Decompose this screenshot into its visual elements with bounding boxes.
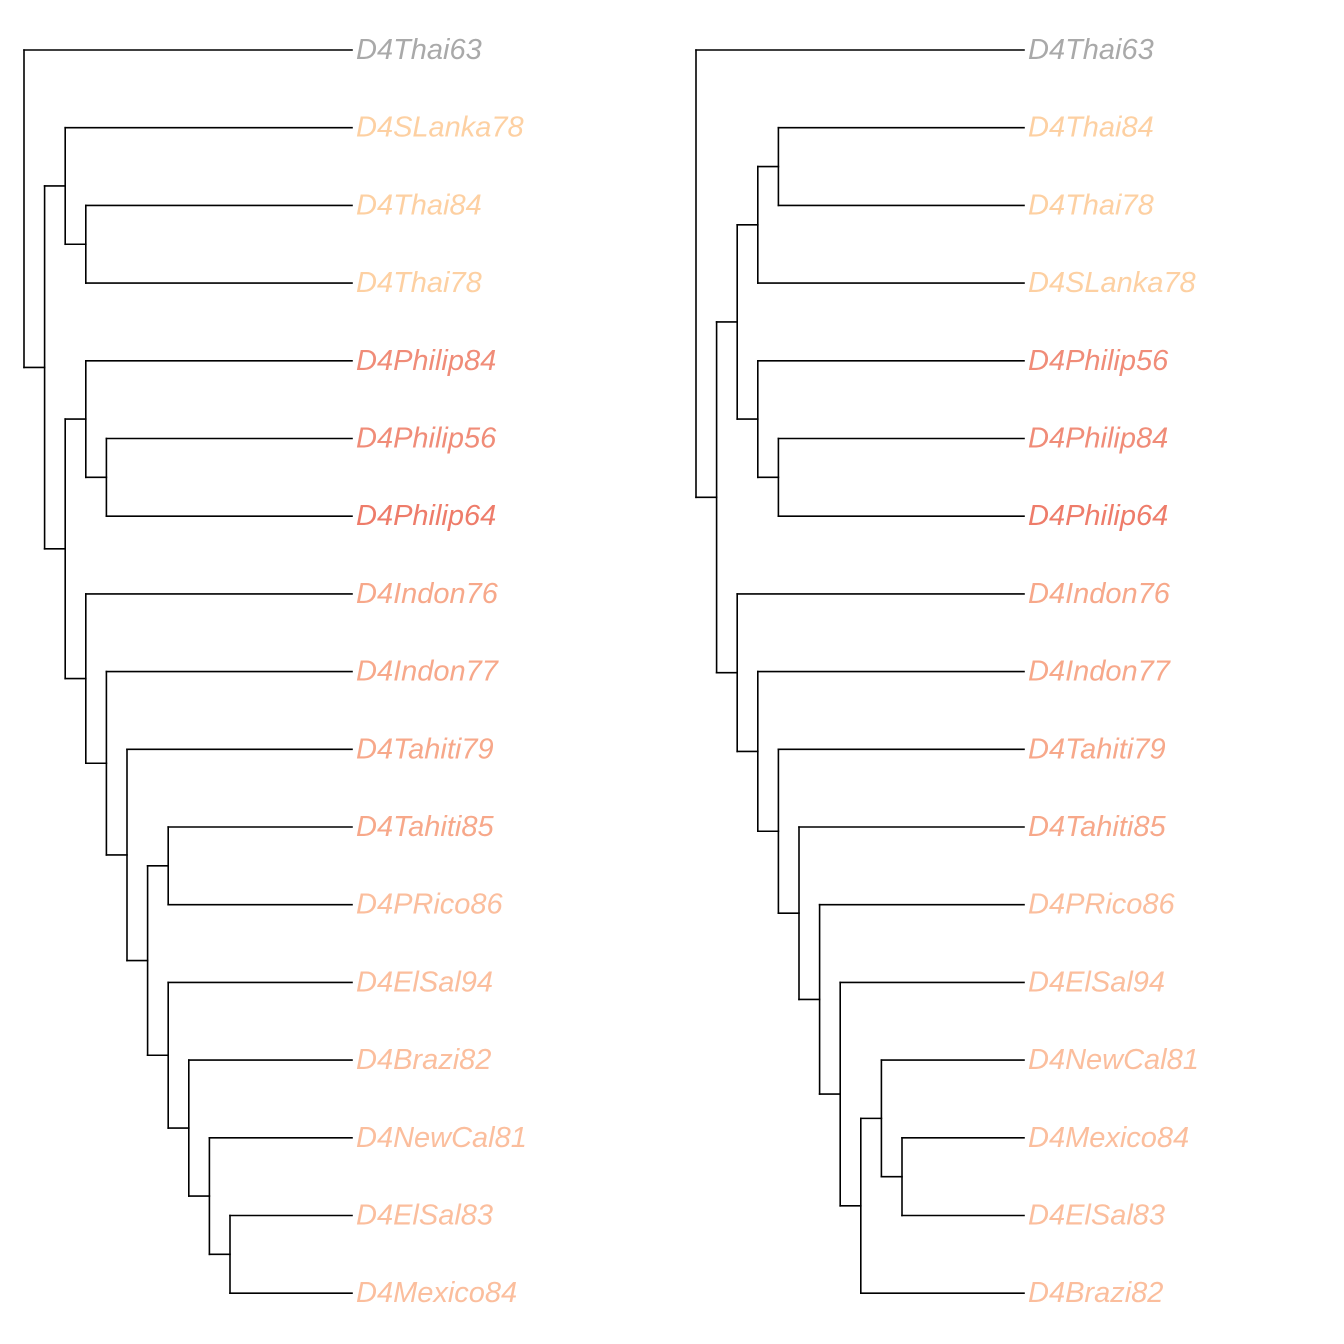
tip-label-d4tahiti79: D4Tahiti79 bbox=[356, 733, 494, 765]
tip-label-d4elsal83: D4ElSal83 bbox=[356, 1200, 493, 1232]
tip-label-d4elsal83: D4ElSal83 bbox=[1028, 1200, 1165, 1232]
tip-label-d4thai63: D4Thai63 bbox=[356, 34, 482, 66]
tip-label-d4thai63: D4Thai63 bbox=[1028, 34, 1154, 66]
tip-label-d4philip84: D4Philip84 bbox=[356, 345, 496, 377]
tip-label-d4elsal94: D4ElSal94 bbox=[1028, 966, 1165, 998]
tip-label-d4thai84: D4Thai84 bbox=[356, 189, 482, 221]
tip-label-d4indon76: D4Indon76 bbox=[356, 578, 499, 610]
tip-label-d4indon76: D4Indon76 bbox=[1028, 578, 1171, 610]
tip-label-d4tahiti79: D4Tahiti79 bbox=[1028, 733, 1166, 765]
tip-label-d4brazi82: D4Brazi82 bbox=[356, 1044, 491, 1076]
tip-label-d4tahiti85: D4Tahiti85 bbox=[1028, 811, 1166, 843]
tip-label-d4thai78: D4Thai78 bbox=[1028, 189, 1154, 221]
tip-label-d4prico86: D4PRico86 bbox=[356, 889, 504, 921]
tip-label-d4brazi82: D4Brazi82 bbox=[1028, 1277, 1163, 1309]
tip-label-d4philip84: D4Philip84 bbox=[1028, 423, 1168, 455]
tip-label-d4thai78: D4Thai78 bbox=[356, 267, 482, 299]
tip-label-d4philip64: D4Philip64 bbox=[1028, 500, 1168, 532]
tip-label-d4newcal81: D4NewCal81 bbox=[356, 1122, 527, 1154]
tip-label-d4tahiti85: D4Tahiti85 bbox=[356, 811, 494, 843]
left-tree: D4Thai63 D4SLanka78 D4Thai84 D4Thai78 D4Phil… bbox=[23, 34, 527, 1309]
tip-label-d4newcal81: D4NewCal81 bbox=[1028, 1044, 1199, 1076]
tip-label-d4slanka78: D4SLanka78 bbox=[1028, 267, 1196, 299]
tip-label-d4thai84: D4Thai84 bbox=[1028, 112, 1154, 144]
tip-label-d4elsal94: D4ElSal94 bbox=[356, 966, 493, 998]
tip-label-d4philip56: D4Philip56 bbox=[1028, 345, 1169, 377]
tip-label-d4mexico84: D4Mexico84 bbox=[356, 1277, 517, 1309]
tip-label-d4mexico84: D4Mexico84 bbox=[1028, 1122, 1189, 1154]
tip-label-d4slanka78: D4SLanka78 bbox=[356, 112, 524, 144]
tip-label-d4philip56: D4Philip56 bbox=[356, 423, 497, 455]
tip-label-d4indon77: D4Indon77 bbox=[356, 656, 500, 688]
tip-label-d4indon77: D4Indon77 bbox=[1028, 656, 1172, 688]
tip-label-d4philip64: D4Philip64 bbox=[356, 500, 496, 532]
tip-label-d4prico86: D4PRico86 bbox=[1028, 889, 1176, 921]
right-tree: D4Thai63 D4Thai84 D4Thai78 D4SLanka78 D4Phil… bbox=[695, 34, 1199, 1309]
